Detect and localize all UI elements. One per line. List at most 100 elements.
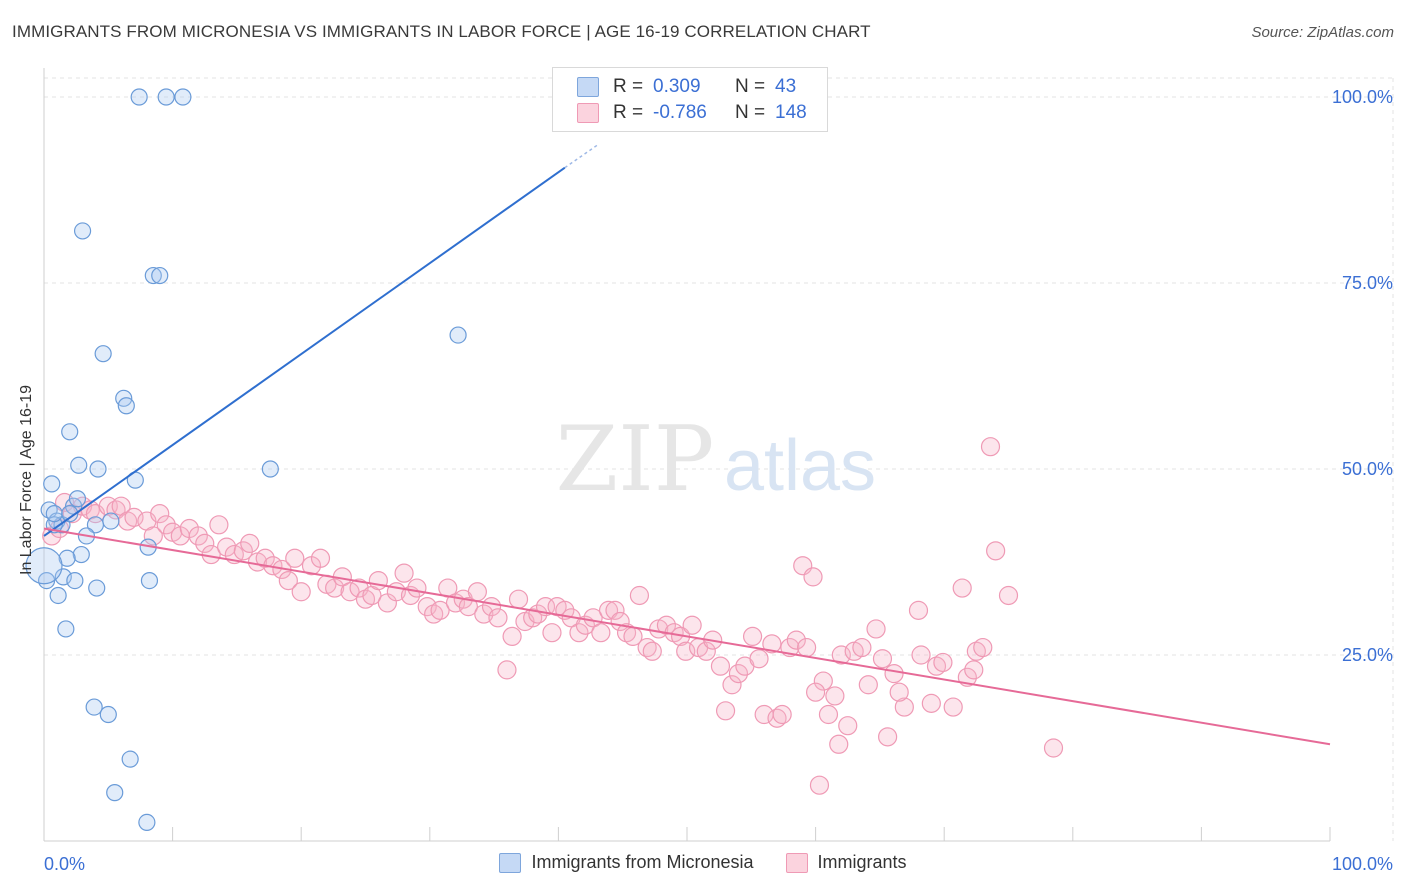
point-micronesia — [85, 698, 103, 716]
point-micronesia — [70, 456, 88, 474]
point-immigrants — [598, 600, 619, 620]
point-immigrants — [497, 660, 517, 680]
point-immigrants — [722, 675, 742, 695]
point-immigrants — [986, 541, 1006, 561]
point-immigrants — [569, 623, 589, 643]
point-immigrants — [829, 734, 849, 754]
point-immigrants — [488, 608, 508, 628]
x-tick-label: 0.0% — [44, 854, 85, 874]
point-immigrants — [818, 704, 839, 725]
legend-n-value: 43 — [775, 76, 797, 97]
point-immigrants — [255, 548, 275, 568]
point-immigrants — [980, 437, 1001, 457]
point-immigrants — [831, 645, 851, 665]
legend-swatch-immigrants — [577, 103, 599, 123]
point-micronesia — [261, 460, 279, 478]
point-immigrants — [805, 682, 826, 702]
point-micronesia — [61, 423, 79, 441]
legend-row-immigrants: R = -0.786 N = 148 — [577, 101, 815, 125]
point-micronesia — [45, 505, 63, 523]
point-immigrants — [240, 533, 260, 554]
point-immigrants — [786, 630, 806, 650]
point-micronesia — [157, 88, 175, 106]
trend-line-immigrants — [43, 527, 1331, 746]
point-immigrants — [889, 682, 909, 702]
point-micronesia — [43, 475, 61, 493]
point-immigrants — [430, 600, 450, 620]
point-immigrants — [502, 626, 522, 647]
point-immigrants — [458, 597, 478, 617]
point-immigrants — [209, 515, 229, 535]
point-immigrants — [310, 548, 331, 568]
point-immigrants — [911, 645, 931, 665]
point-micronesia — [144, 266, 162, 285]
legend-item-micronesia[interactable]: Immigrants from Micronesia — [499, 852, 754, 873]
point-micronesia — [174, 88, 192, 106]
point-micronesia — [151, 266, 169, 285]
point-immigrants — [642, 641, 662, 661]
point-immigrants — [894, 697, 914, 717]
point-micronesia — [121, 750, 139, 768]
point-micronesia — [61, 505, 79, 523]
point-immigrants — [749, 649, 769, 669]
y-tick-label: 50.0% — [1342, 459, 1393, 479]
point-immigrants — [858, 675, 878, 695]
trend-line-micronesia — [43, 166, 566, 537]
point-immigrants — [878, 727, 898, 747]
point-immigrants — [682, 615, 702, 635]
point-immigrants — [728, 663, 749, 684]
point-micronesia — [130, 88, 148, 106]
watermark-zip: ZIP — [556, 407, 715, 512]
legend-swatch-micronesia — [577, 77, 599, 97]
point-immigrants — [150, 504, 170, 524]
point-immigrants — [188, 526, 208, 546]
point-immigrants — [742, 626, 763, 647]
point-immigrants — [710, 656, 731, 676]
point-immigrants — [767, 708, 787, 728]
point-micronesia — [140, 571, 159, 590]
point-immigrants — [908, 600, 929, 620]
point-immigrants — [656, 615, 677, 635]
point-immigrants — [508, 589, 529, 609]
point-immigrants — [467, 582, 487, 602]
y-tick-label: 100.0% — [1332, 87, 1393, 107]
point-immigrants — [291, 582, 311, 602]
point-immigrants — [523, 608, 543, 628]
legend-row-micronesia: R = 0.309 N = 43 — [577, 75, 815, 99]
legend-r-value: -0.786 — [653, 102, 707, 123]
point-immigrants — [407, 578, 427, 598]
point-micronesia — [117, 397, 135, 415]
point-immigrants — [605, 600, 625, 620]
point-immigrants — [973, 637, 993, 658]
point-immigrants — [474, 604, 494, 624]
point-immigrants — [591, 623, 611, 643]
point-immigrants — [803, 567, 823, 587]
point-immigrants — [1043, 738, 1064, 758]
point-micronesia — [68, 490, 87, 508]
point-immigrants — [285, 548, 305, 568]
legend-n-label: N = — [735, 102, 766, 123]
point-micronesia — [99, 705, 117, 724]
point-immigrants — [233, 541, 253, 561]
x-tick-label: 100.0% — [1332, 854, 1393, 874]
point-immigrants — [952, 578, 972, 598]
legend-r-label: R = — [613, 76, 644, 97]
point-immigrants — [838, 716, 858, 736]
point-immigrants — [813, 671, 833, 691]
point-immigrants — [542, 623, 562, 643]
point-micronesia — [89, 460, 107, 478]
point-immigrants — [394, 563, 414, 583]
point-micronesia — [25, 547, 63, 585]
point-immigrants — [629, 585, 650, 606]
legend-item-immigrants[interactable]: Immigrants — [785, 852, 907, 873]
point-micronesia — [88, 579, 106, 597]
point-immigrants — [884, 663, 904, 684]
point-immigrants — [417, 597, 437, 617]
chart-title: IMMIGRANTS FROM MICRONESIA VS IMMIGRANTS… — [12, 22, 871, 41]
point-micronesia — [57, 620, 75, 638]
legend-n-value: 148 — [775, 102, 807, 123]
watermark-atlas: atlas — [724, 426, 876, 506]
legend-r-value: 0.309 — [653, 76, 701, 97]
point-immigrants — [278, 570, 298, 591]
